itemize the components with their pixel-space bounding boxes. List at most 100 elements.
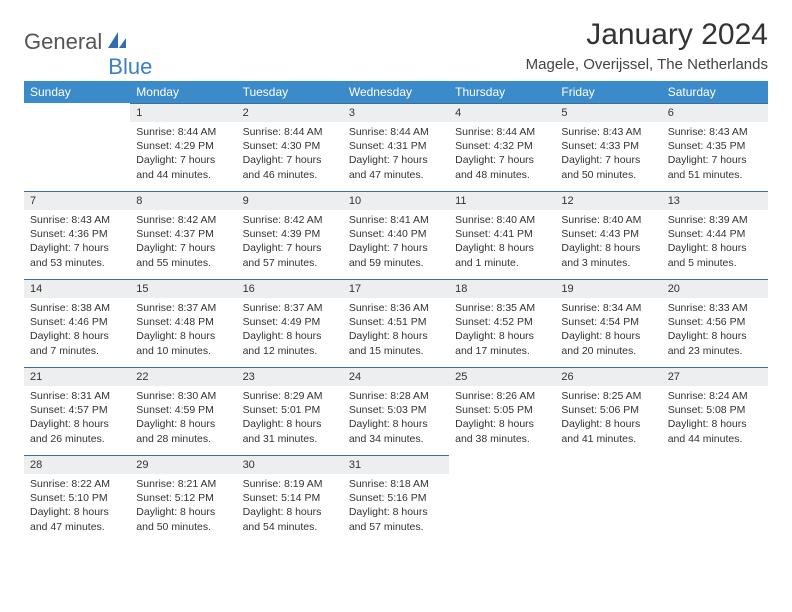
day-number: 29 [130,455,236,474]
day-number: 27 [662,367,768,386]
day-details: Sunrise: 8:25 AMSunset: 5:06 PMDaylight:… [555,386,661,452]
sunset-line: Sunset: 4:46 PM [30,315,124,329]
sunrise-line: Sunrise: 8:39 AM [668,213,762,227]
day-cell: 31Sunrise: 8:18 AMSunset: 5:16 PMDayligh… [343,455,449,543]
day-cell: 23Sunrise: 8:29 AMSunset: 5:01 PMDayligh… [237,367,343,455]
day-cell: 4Sunrise: 8:44 AMSunset: 4:32 PMDaylight… [449,103,555,191]
day-number: 7 [24,191,130,210]
day-details: Sunrise: 8:43 AMSunset: 4:33 PMDaylight:… [555,122,661,188]
sunrise-line: Sunrise: 8:36 AM [349,301,443,315]
day-number: 12 [555,191,661,210]
day-details: Sunrise: 8:31 AMSunset: 4:57 PMDaylight:… [24,386,130,452]
day-cell: 19Sunrise: 8:34 AMSunset: 4:54 PMDayligh… [555,279,661,367]
empty-day-cell [24,103,130,191]
sunset-line: Sunset: 4:52 PM [455,315,549,329]
sunrise-line: Sunrise: 8:42 AM [136,213,230,227]
sunset-line: Sunset: 4:33 PM [561,139,655,153]
day-details: Sunrise: 8:33 AMSunset: 4:56 PMDaylight:… [662,298,768,364]
sunset-line: Sunset: 4:49 PM [243,315,337,329]
day-number: 13 [662,191,768,210]
day-cell: 16Sunrise: 8:37 AMSunset: 4:49 PMDayligh… [237,279,343,367]
sunset-line: Sunset: 4:30 PM [243,139,337,153]
day-details: Sunrise: 8:24 AMSunset: 5:08 PMDaylight:… [662,386,768,452]
day-cell: 15Sunrise: 8:37 AMSunset: 4:48 PMDayligh… [130,279,236,367]
daylight-line: Daylight: 8 hours and 34 minutes. [349,417,443,445]
day-details: Sunrise: 8:42 AMSunset: 4:37 PMDaylight:… [130,210,236,276]
day-number: 24 [343,367,449,386]
day-number: 14 [24,279,130,298]
sunset-line: Sunset: 5:16 PM [349,491,443,505]
day-number: 18 [449,279,555,298]
weekday-header: Saturday [662,81,768,103]
calendar-week-row: 28Sunrise: 8:22 AMSunset: 5:10 PMDayligh… [24,455,768,543]
day-number: 28 [24,455,130,474]
daylight-line: Daylight: 8 hours and 3 minutes. [561,241,655,269]
sunrise-line: Sunrise: 8:44 AM [349,125,443,139]
sunrise-line: Sunrise: 8:30 AM [136,389,230,403]
day-cell: 7Sunrise: 8:43 AMSunset: 4:36 PMDaylight… [24,191,130,279]
logo-sail-icon [106,30,128,55]
day-number: 5 [555,103,661,122]
calendar-table: SundayMondayTuesdayWednesdayThursdayFrid… [24,81,768,543]
sunset-line: Sunset: 4:40 PM [349,227,443,241]
day-number: 20 [662,279,768,298]
day-cell: 28Sunrise: 8:22 AMSunset: 5:10 PMDayligh… [24,455,130,543]
day-number: 4 [449,103,555,122]
daylight-line: Daylight: 8 hours and 5 minutes. [668,241,762,269]
daylight-line: Daylight: 7 hours and 48 minutes. [455,153,549,181]
weekday-header: Wednesday [343,81,449,103]
sunset-line: Sunset: 4:41 PM [455,227,549,241]
day-number: 25 [449,367,555,386]
sunset-line: Sunset: 5:06 PM [561,403,655,417]
sunrise-line: Sunrise: 8:34 AM [561,301,655,315]
sunrise-line: Sunrise: 8:25 AM [561,389,655,403]
empty-day-cell [662,455,768,543]
day-cell: 1Sunrise: 8:44 AMSunset: 4:29 PMDaylight… [130,103,236,191]
daylight-line: Daylight: 7 hours and 53 minutes. [30,241,124,269]
daylight-line: Daylight: 8 hours and 17 minutes. [455,329,549,357]
sunrise-line: Sunrise: 8:38 AM [30,301,124,315]
sunset-line: Sunset: 5:10 PM [30,491,124,505]
day-cell: 5Sunrise: 8:43 AMSunset: 4:33 PMDaylight… [555,103,661,191]
sunrise-line: Sunrise: 8:41 AM [349,213,443,227]
daylight-line: Daylight: 7 hours and 57 minutes. [243,241,337,269]
day-details: Sunrise: 8:30 AMSunset: 4:59 PMDaylight:… [130,386,236,452]
day-number: 21 [24,367,130,386]
day-details: Sunrise: 8:40 AMSunset: 4:43 PMDaylight:… [555,210,661,276]
day-number: 2 [237,103,343,122]
day-number: 19 [555,279,661,298]
weekday-header-row: SundayMondayTuesdayWednesdayThursdayFrid… [24,81,768,103]
day-number: 31 [343,455,449,474]
day-number: 30 [237,455,343,474]
day-cell: 9Sunrise: 8:42 AMSunset: 4:39 PMDaylight… [237,191,343,279]
day-number: 26 [555,367,661,386]
sunrise-line: Sunrise: 8:37 AM [243,301,337,315]
sunrise-line: Sunrise: 8:44 AM [455,125,549,139]
day-cell: 3Sunrise: 8:44 AMSunset: 4:31 PMDaylight… [343,103,449,191]
day-number: 16 [237,279,343,298]
sunset-line: Sunset: 4:43 PM [561,227,655,241]
daylight-line: Daylight: 8 hours and 15 minutes. [349,329,443,357]
sunrise-line: Sunrise: 8:28 AM [349,389,443,403]
sunrise-line: Sunrise: 8:19 AM [243,477,337,491]
empty-day-cell [555,455,661,543]
sunrise-line: Sunrise: 8:40 AM [561,213,655,227]
day-number: 22 [130,367,236,386]
calendar-week-row: 1Sunrise: 8:44 AMSunset: 4:29 PMDaylight… [24,103,768,191]
daylight-line: Daylight: 8 hours and 10 minutes. [136,329,230,357]
month-title: January 2024 [526,18,768,52]
daylight-line: Daylight: 8 hours and 7 minutes. [30,329,124,357]
sunset-line: Sunset: 4:51 PM [349,315,443,329]
day-details: Sunrise: 8:34 AMSunset: 4:54 PMDaylight:… [555,298,661,364]
sunset-line: Sunset: 5:01 PM [243,403,337,417]
sunrise-line: Sunrise: 8:29 AM [243,389,337,403]
weekday-header: Monday [130,81,236,103]
day-details: Sunrise: 8:37 AMSunset: 4:49 PMDaylight:… [237,298,343,364]
day-details: Sunrise: 8:44 AMSunset: 4:32 PMDaylight:… [449,122,555,188]
day-details: Sunrise: 8:44 AMSunset: 4:30 PMDaylight:… [237,122,343,188]
day-cell: 14 Sunrise: 8:38 AMSunset: 4:46 PMDayligh… [24,279,130,367]
day-cell: 8Sunrise: 8:42 AMSunset: 4:37 PMDaylight… [130,191,236,279]
sunrise-line: Sunrise: 8:18 AM [349,477,443,491]
daylight-line: Daylight: 7 hours and 47 minutes. [349,153,443,181]
daylight-line: Daylight: 7 hours and 55 minutes. [136,241,230,269]
